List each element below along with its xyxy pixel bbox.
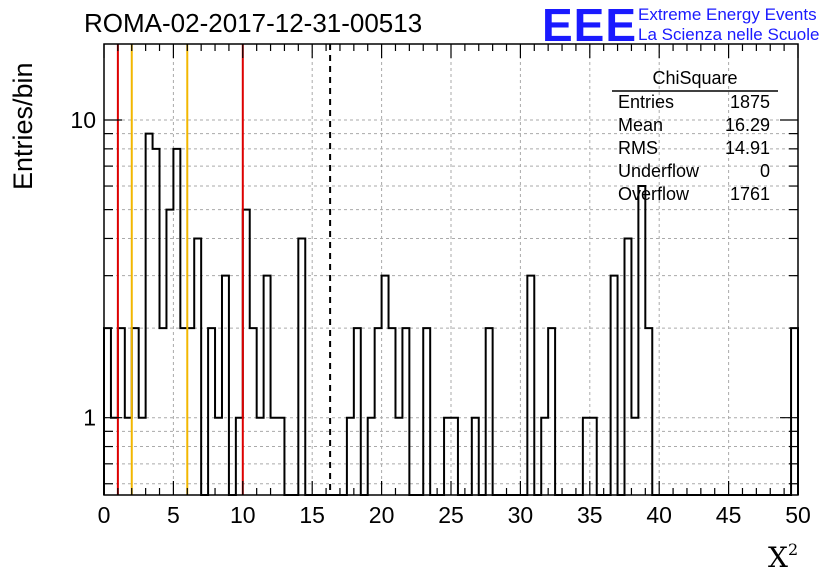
histogram-bin — [638, 186, 645, 495]
histogram-bin — [187, 328, 194, 495]
histogram-bin — [160, 328, 167, 495]
stats-key: Overflow — [618, 184, 690, 204]
stats-value: 14.91 — [724, 138, 770, 158]
histogram-bars — [103, 132, 799, 496]
histogram-bin — [791, 328, 798, 495]
x-tick-label: 35 — [577, 502, 603, 528]
histogram-bin — [118, 328, 125, 495]
reference-lines — [116, 44, 332, 495]
histogram-bin — [208, 328, 215, 495]
histogram-bin — [250, 328, 257, 495]
y-axis-label-wrap: Entries/bin — [8, 40, 44, 190]
logo-mark: EEE — [542, 0, 638, 51]
stats-key: Underflow — [618, 161, 700, 181]
histogram-bin — [298, 238, 305, 495]
histogram-bin — [382, 276, 389, 495]
x-tick-label: 20 — [369, 502, 395, 528]
chart-title: ROMA-02-2017-12-31-00513 — [84, 8, 423, 38]
histogram-bin — [222, 276, 229, 495]
histogram-bin — [146, 134, 153, 495]
x-tick-label: 40 — [646, 502, 672, 528]
logo-line-1: Extreme Energy Events — [638, 5, 817, 24]
histogram-bin — [402, 328, 409, 495]
y-axis-label: Entries/bin — [8, 62, 38, 190]
stats-key: Entries — [618, 92, 675, 112]
histogram-bin — [153, 149, 160, 495]
grid-lines — [104, 44, 798, 495]
x-tick-label: 0 — [98, 502, 111, 528]
stats-value: 16.29 — [724, 115, 770, 135]
x-tick-label: 10 — [230, 502, 256, 528]
histogram-bin — [132, 328, 139, 495]
y-tick-label: 1 — [83, 405, 96, 431]
x-axis-label-superscript: 2 — [787, 540, 799, 559]
histogram-bin — [243, 210, 250, 495]
axes: 0 5 10 15 20 25 30 35 40 45 50 1 10 — [70, 43, 811, 528]
x-tick-label: 25 — [438, 502, 464, 528]
histogram-bin — [354, 328, 361, 495]
stats-value: 1761 — [729, 184, 770, 204]
histogram-bin — [375, 328, 382, 495]
x-tick-label: 30 — [508, 502, 534, 528]
histogram-bin — [645, 328, 652, 495]
x-axis-label-base: X — [768, 541, 788, 574]
x-tick-label: 45 — [716, 502, 742, 528]
histogram-bin — [486, 328, 493, 495]
histogram-bin — [104, 328, 111, 495]
eee-logo: EEE Extreme Energy Events La Scienza nel… — [542, 2, 832, 48]
stats-key: RMS — [618, 138, 658, 158]
histogram-bin — [527, 276, 534, 495]
x-axis-label: X2 — [768, 540, 798, 574]
histogram-bin — [625, 238, 632, 495]
histogram-bin — [548, 328, 555, 495]
x-tick-label: 15 — [299, 502, 325, 528]
histogram-bin — [166, 210, 173, 495]
histogram-bin — [423, 328, 430, 495]
histogram-bin — [611, 276, 618, 495]
x-tick-label: 5 — [167, 502, 180, 528]
stats-key: Mean — [618, 115, 664, 135]
x-tick-label: 50 — [785, 502, 811, 528]
histogram-bin — [264, 276, 271, 495]
stats-title: ChiSquare — [652, 68, 738, 88]
histogram-bin — [180, 328, 187, 495]
histogram-bin — [194, 238, 201, 495]
logo-line-2: La Scienza nelle Scuole — [638, 25, 820, 44]
histogram-bin — [173, 149, 180, 495]
histogram-outline — [103, 132, 799, 496]
stats-value: 1875 — [729, 92, 770, 112]
histogram-bin — [389, 328, 396, 495]
stats-value: 0 — [759, 161, 770, 181]
y-tick-label: 10 — [70, 107, 96, 133]
